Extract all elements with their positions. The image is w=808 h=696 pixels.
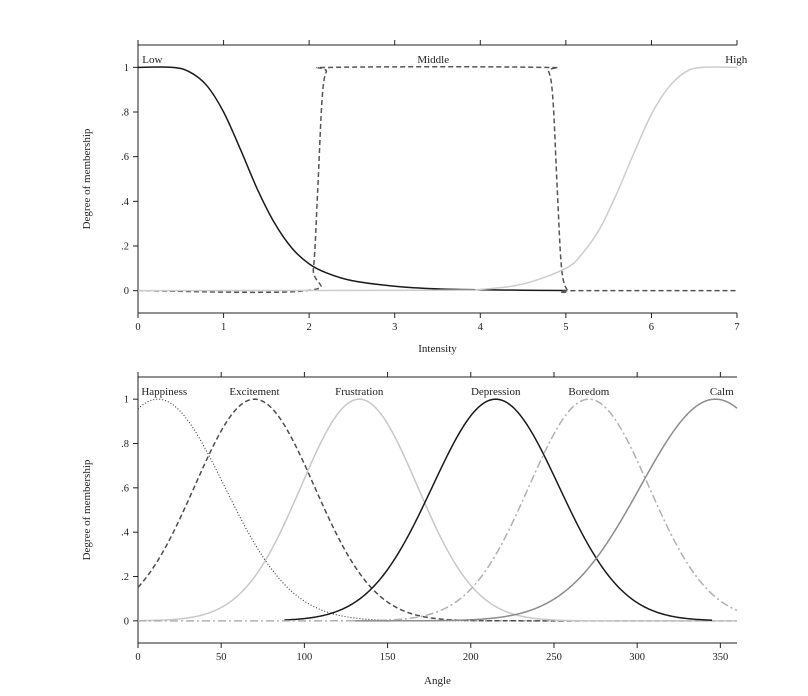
y-tick-label: 0 (124, 616, 129, 627)
y-axis-title: Degree of membership (81, 128, 93, 229)
x-tick-label: 1 (221, 322, 226, 333)
x-tick-label: 200 (463, 652, 479, 663)
y-tick-label: 0 (124, 286, 129, 297)
x-tick-label: 350 (712, 652, 728, 663)
series-label-calm: Calm (710, 386, 734, 398)
series-line-calm (354, 398, 738, 622)
y-tick-label: .6 (121, 483, 129, 494)
series-line-depression (284, 398, 713, 621)
intensity-panel: 0 1 2 3 4 5 6 7 0 .2 .4 .6 .8 1 Intensity Degree of mem… (81, 40, 748, 355)
series-label-boredom: Boredom (568, 386, 609, 398)
x-tick-label: 300 (629, 652, 645, 663)
x-tick-label: 150 (380, 652, 396, 663)
y-tick-label: 1 (124, 395, 129, 406)
y-tick-label: .8 (121, 108, 129, 119)
y-tick-label: .2 (121, 242, 129, 253)
angle-panel: 0 50 100 150 200 250 300 350 0 .2 .4 .6 .8 1 Angle Degr… (81, 372, 738, 687)
series-line-high (137, 66, 738, 292)
series-label-frustration: Frustration (335, 386, 384, 398)
series-line-happiness (137, 398, 737, 622)
series-label-happiness: Happiness (141, 386, 187, 398)
x-tick-label: 0 (135, 322, 140, 333)
y-tick-label: .2 (121, 572, 129, 583)
x-tick-label: 50 (216, 652, 227, 663)
series-line-frustration (137, 398, 737, 622)
series-line-excitement (137, 398, 737, 622)
y-tick-label: .4 (121, 197, 130, 208)
series-line-middle (137, 66, 737, 294)
x-tick-label: 100 (297, 652, 313, 663)
x-tick-label: 2 (307, 322, 312, 333)
x-tick-label: 5 (563, 322, 568, 333)
x-tick-label: 4 (478, 322, 484, 333)
series-label-low: Low (142, 54, 162, 66)
y-axis-title: Degree of membership (81, 459, 93, 560)
x-tick-label: 6 (649, 322, 654, 333)
x-tick-label: 7 (734, 322, 739, 333)
x-tick-label: 250 (546, 652, 562, 663)
series-label-high: High (725, 54, 748, 66)
x-tick-label: 3 (392, 322, 397, 333)
y-tick-label: .6 (121, 152, 129, 163)
x-tick-label: 0 (135, 652, 140, 663)
y-tick-label: 1 (124, 63, 129, 74)
series-line-boredom (138, 398, 738, 622)
y-tick-label: .4 (121, 528, 130, 539)
series-label-depression: Depression (471, 386, 521, 398)
x-axis-title: Intensity (418, 343, 457, 355)
y-tick-label: .8 (121, 439, 129, 450)
series-label-middle: Middle (417, 54, 449, 66)
series-label-excitement: Excitement (229, 386, 279, 398)
series-line-low (137, 66, 566, 292)
x-axis-title: Angle (424, 675, 451, 687)
